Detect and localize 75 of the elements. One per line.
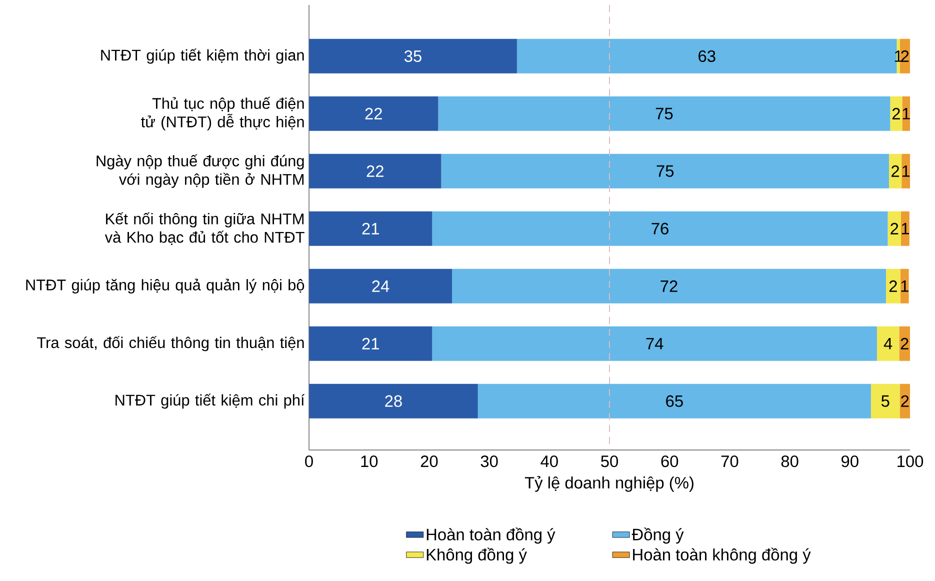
bar bbox=[452, 268, 886, 304]
x-tick-label: 30 bbox=[480, 456, 498, 468]
x-axis-title: Tỷ lệ doanh nghiệp (%) bbox=[524, 476, 694, 492]
data-label: 1 bbox=[902, 165, 910, 177]
data-label: 74 bbox=[646, 338, 664, 350]
bar bbox=[870, 384, 900, 418]
x-tick-label: 70 bbox=[721, 456, 738, 468]
data-label: 76 bbox=[652, 222, 668, 234]
legend-label: Hoàn toàn đồng ý bbox=[426, 528, 556, 544]
bar bbox=[309, 38, 517, 74]
data-label: 72 bbox=[660, 280, 678, 292]
y-tick-label: NTĐT giúp tiết kiệm thời gian bbox=[101, 48, 304, 64]
data-label: 2 bbox=[900, 338, 908, 350]
data-label: 28 bbox=[385, 395, 402, 407]
data-label: 1 bbox=[901, 280, 908, 292]
legend-label: Đồng ý bbox=[632, 528, 684, 544]
bar bbox=[478, 384, 871, 418]
bar bbox=[441, 154, 889, 188]
legend-label: Không đồng ý bbox=[426, 548, 527, 564]
data-label: 4 bbox=[884, 338, 892, 350]
data-label: 2 bbox=[901, 395, 909, 407]
x-tick-label: 60 bbox=[661, 456, 678, 468]
data-label: 5 bbox=[881, 395, 890, 407]
bar bbox=[888, 154, 902, 188]
data-label: 65 bbox=[666, 395, 683, 407]
bar bbox=[876, 326, 900, 361]
y-tick-label: Ngày nộp thuế được ghi đúng với ngày nộp tiền ở NHTM bbox=[96, 154, 304, 188]
x-tick-label: 20 bbox=[420, 456, 438, 468]
legend-label: Hoàn toàn không đồng ý bbox=[633, 548, 811, 564]
y-tick-label: Tra soát, đối chiếu thông tin thuận tiện bbox=[37, 336, 304, 352]
y-tick-label: NTĐT giúp tiết kiệm chi phí bbox=[116, 394, 305, 409]
x-tick-label: 40 bbox=[540, 456, 558, 468]
data-label: 22 bbox=[366, 165, 384, 177]
x-tick-label: 10 bbox=[361, 456, 378, 468]
data-label: 75 bbox=[656, 165, 674, 177]
data-label: 2 bbox=[890, 222, 898, 234]
bar bbox=[309, 384, 478, 418]
data-label: 35 bbox=[404, 50, 422, 62]
bar bbox=[309, 268, 452, 304]
bar bbox=[309, 154, 442, 188]
data-label: 24 bbox=[372, 280, 390, 292]
x-tick-label: 100 bbox=[898, 456, 924, 468]
data-label: 2 bbox=[892, 108, 900, 120]
data-label: 2 bbox=[901, 50, 909, 62]
bar bbox=[309, 211, 432, 246]
bar bbox=[516, 38, 897, 74]
bar bbox=[900, 211, 910, 246]
bar bbox=[432, 211, 888, 246]
data-label: 21 bbox=[362, 222, 379, 234]
y-tick-label: Kết nối thông tin giữa NHTM và Kho bạc đủ tốt cho NTĐT bbox=[104, 212, 304, 245]
data-label: 22 bbox=[365, 108, 382, 120]
bar bbox=[432, 326, 877, 361]
y-tick-label: Thủ tục nộp thuế điện tử (NTĐT) dễ thực hiện bbox=[141, 96, 304, 130]
bar bbox=[900, 268, 909, 304]
data-label: 63 bbox=[698, 50, 716, 62]
bar bbox=[902, 96, 910, 131]
bar bbox=[899, 326, 910, 361]
y-tick-label: NTĐT giúp tăng hiệu quả quản lý nội bộ bbox=[26, 278, 304, 294]
data-label: 1 bbox=[902, 108, 910, 120]
bar bbox=[888, 211, 901, 246]
data-label: 2 bbox=[892, 165, 900, 177]
x-tick-label: 50 bbox=[601, 456, 618, 468]
x-tick-label: 0 bbox=[305, 456, 313, 468]
x-tick-label: 80 bbox=[781, 456, 798, 468]
bar bbox=[886, 268, 900, 304]
bar bbox=[309, 326, 432, 361]
x-tick-label: 90 bbox=[842, 456, 858, 468]
bar bbox=[309, 96, 438, 131]
data-label: 21 bbox=[362, 338, 379, 350]
data-label: 75 bbox=[656, 108, 673, 120]
bar bbox=[438, 96, 890, 131]
data-label: 1 bbox=[902, 222, 909, 234]
data-label: 2 bbox=[889, 280, 897, 292]
bar bbox=[902, 154, 910, 188]
bar bbox=[890, 96, 902, 131]
